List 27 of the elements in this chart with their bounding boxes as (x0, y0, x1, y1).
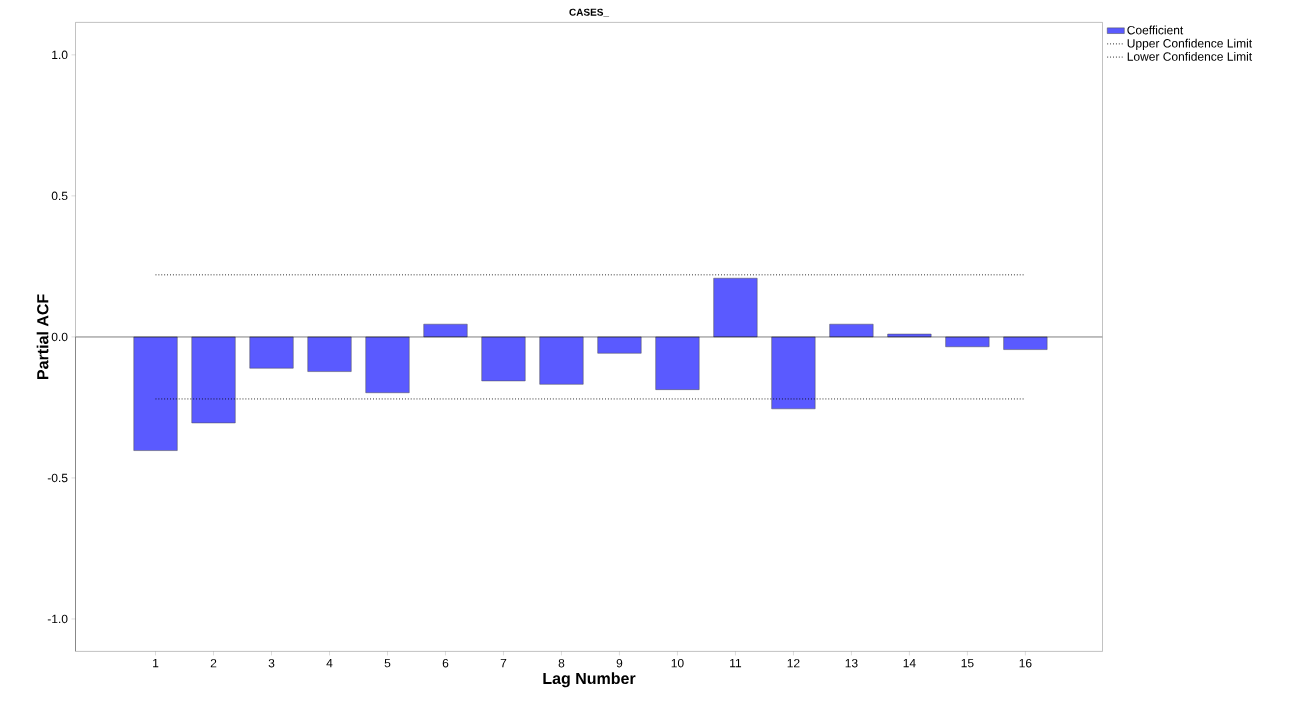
x-tick-label: 7 (500, 658, 507, 668)
x-tick-label: 5 (384, 658, 391, 668)
x-tick-label: 8 (558, 658, 565, 668)
x-tick-label: 4 (326, 658, 333, 668)
x-axis-title: Lag Number (543, 672, 636, 688)
x-tick-label: 13 (845, 658, 858, 668)
y-tick-label: -1.0 (47, 614, 68, 624)
y-tick-label: -0.5 (47, 473, 68, 483)
x-tick-label: 12 (787, 658, 800, 668)
x-tick-label: 9 (616, 658, 623, 668)
x-tick-label: 6 (442, 658, 449, 668)
x-tick-label: 10 (671, 658, 684, 668)
legend-label: Upper Confidence Limit (1127, 38, 1253, 50)
y-tick-label: 1.0 (52, 50, 68, 60)
y-tick-label: 0.5 (51, 191, 68, 201)
x-tick-label: 16 (1019, 658, 1032, 668)
x-tick-label: 15 (961, 658, 974, 668)
x-tick-label: 1 (153, 658, 159, 668)
x-tick-label: 3 (268, 658, 275, 668)
y-tick-label: 0.0 (51, 332, 68, 342)
legend-label: Coefficient (1127, 25, 1184, 35)
chart-title: CASES_ (569, 8, 610, 17)
x-tick-label: 11 (730, 658, 742, 668)
legend-label: Lower Confidence Limit (1127, 51, 1253, 61)
x-tick-label: 14 (903, 658, 916, 668)
y-axis-title: Partial ACF (36, 294, 49, 379)
x-tick-label: 2 (210, 658, 217, 668)
